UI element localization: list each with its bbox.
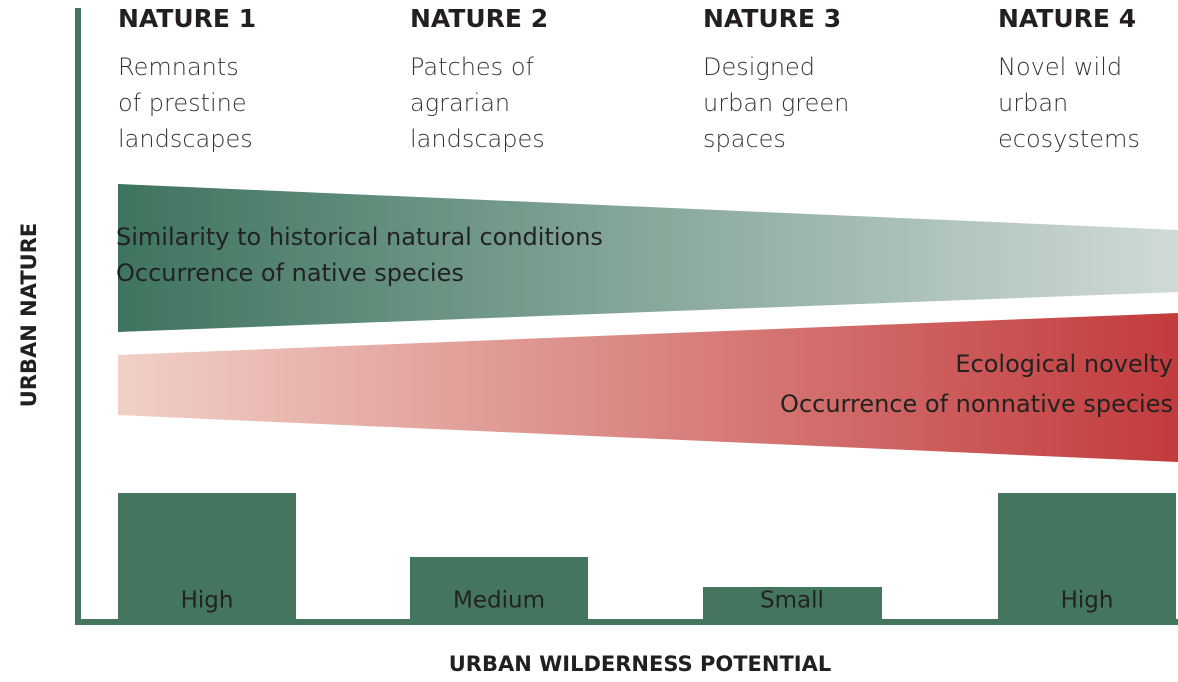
column-description: urban green [703,89,849,117]
bar-label: Medium [453,588,545,614]
column-title: NATURE 3 [703,4,841,33]
column-description: of prestine [118,89,247,117]
column-description: Designed [703,53,815,81]
bar-label: Small [760,588,824,614]
column-description: spaces [703,125,786,153]
red-band [118,313,1178,462]
bar [703,587,882,622]
bar [410,557,588,622]
column-description: Remnants [118,53,239,81]
red-band-text: Ecological novelty [955,350,1173,378]
red-band-text: Occurrence of nonnative species [780,390,1173,418]
green-band-text: Similarity to historical natural conditi… [116,223,603,251]
column-description: landscapes [410,125,545,153]
y-axis-label: URBAN NATURE [17,223,41,407]
column-description: urban [998,89,1068,117]
bar [118,493,296,622]
column-description: Novel wild [998,53,1122,81]
green-band-text: Occurrence of native species [116,259,464,287]
green-band [118,184,1178,332]
bar-label: High [1061,588,1114,614]
column-description: Patches of [410,53,535,81]
column-description: landscapes [118,125,253,153]
column-description: ecosystems [998,125,1140,153]
column-title: NATURE 4 [998,4,1136,33]
bar [998,493,1176,622]
x-axis-label: URBAN WILDERNESS POTENTIAL [449,652,831,676]
column-description: agrarian [410,89,510,117]
column-title: NATURE 1 [118,4,256,33]
column-title: NATURE 2 [410,4,548,33]
bar-label: High [181,588,234,614]
